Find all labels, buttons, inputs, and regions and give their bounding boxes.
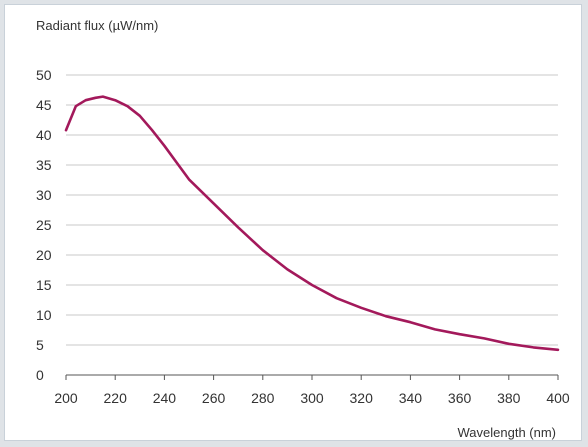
- x-tick-labels: 200 220 240 260 280 300 320 340 360 380 400: [54, 375, 570, 406]
- y-tick-35: 35: [36, 157, 52, 173]
- x-tick-260: 260: [202, 390, 226, 406]
- chart-frame: [4, 4, 582, 441]
- x-tick-300: 300: [300, 390, 324, 406]
- x-tick-240: 240: [153, 390, 177, 406]
- y-tick-20: 20: [36, 247, 52, 263]
- grid-lines: [66, 74, 558, 376]
- x-tick-280: 280: [251, 390, 275, 406]
- x-tick-200: 200: [54, 390, 78, 406]
- y-tick-10: 10: [36, 307, 52, 323]
- radiant-flux-line: [64, 95, 560, 352]
- y-tick-45: 45: [36, 97, 52, 113]
- x-tick-340: 340: [399, 390, 423, 406]
- y-tick-40: 40: [36, 127, 52, 143]
- y-tick-5: 5: [36, 337, 44, 353]
- x-tick-400: 400: [546, 390, 570, 406]
- y-tick-30: 30: [36, 187, 52, 203]
- x-axis-label: Wavelength (nm): [458, 425, 557, 440]
- x-tick-360: 360: [448, 390, 472, 406]
- x-tick-320: 320: [350, 390, 374, 406]
- series-group: [64, 95, 560, 352]
- y-tick-labels: 0 5 10 15 20 25 30 35 40 45 50: [36, 67, 52, 383]
- x-tick-220: 220: [104, 390, 128, 406]
- y-tick-15: 15: [36, 277, 52, 293]
- y-tick-25: 25: [36, 217, 52, 233]
- y-tick-50: 50: [36, 67, 52, 83]
- y-axis-label: Radiant flux (µW/nm): [36, 18, 158, 33]
- x-tick-380: 380: [497, 390, 521, 406]
- y-tick-0: 0: [36, 367, 44, 383]
